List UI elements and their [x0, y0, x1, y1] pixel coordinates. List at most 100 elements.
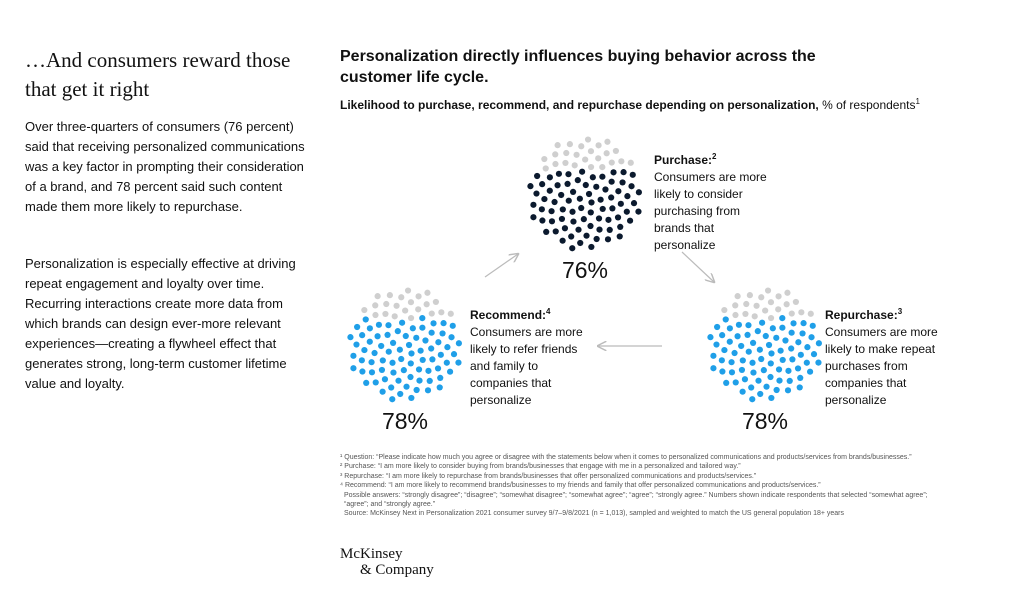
footnote-ref: 3	[897, 307, 903, 316]
dot	[574, 177, 581, 184]
dot	[408, 394, 415, 402]
dot	[759, 319, 766, 326]
dot	[758, 355, 765, 363]
dot	[719, 332, 726, 339]
footnote: ¹ Question: “Please indicate how much yo…	[340, 454, 912, 461]
dot	[437, 374, 444, 381]
dot	[548, 208, 555, 215]
dot-empty	[751, 313, 758, 320]
dot	[353, 341, 360, 348]
dot	[790, 320, 797, 327]
dot	[779, 314, 786, 322]
dot	[436, 384, 443, 391]
dot	[587, 222, 594, 230]
paragraph: Personalization is especially effective …	[25, 256, 296, 391]
dot	[385, 322, 392, 329]
dot	[455, 340, 462, 347]
dot	[389, 396, 396, 403]
dot-empty	[792, 298, 799, 306]
dot	[768, 350, 775, 357]
dot-empty	[758, 294, 765, 301]
dot	[745, 348, 752, 355]
dot	[615, 188, 622, 195]
dot-empty	[415, 306, 422, 313]
dot	[765, 341, 773, 349]
dot	[527, 183, 534, 190]
dot	[784, 387, 792, 394]
dot	[363, 379, 370, 386]
dot	[789, 356, 796, 363]
dot	[731, 349, 738, 357]
dot	[738, 366, 746, 374]
dot	[799, 330, 806, 337]
dot	[616, 233, 623, 240]
dot-empty	[775, 293, 782, 300]
dot	[815, 359, 822, 366]
logo: McKinsey & Company	[340, 546, 434, 578]
dot	[587, 209, 594, 216]
dot	[588, 243, 595, 251]
footnote: ² Purchase: “I am more likely to conside…	[340, 463, 741, 471]
dot-empty	[742, 310, 749, 318]
dot	[407, 373, 414, 381]
dot	[359, 332, 366, 339]
dot-empty	[603, 150, 610, 157]
dot-empty	[382, 310, 389, 318]
dot	[575, 226, 582, 233]
dot-empty	[721, 306, 728, 314]
dot	[389, 359, 396, 366]
dot-empty	[402, 307, 409, 314]
dot	[578, 204, 585, 212]
dot	[580, 216, 587, 223]
dot	[450, 351, 458, 358]
dot	[426, 377, 433, 385]
dot	[539, 217, 546, 224]
dot-empty	[552, 160, 559, 168]
subtitle-unit: % of respondents	[818, 98, 916, 112]
arrow	[484, 254, 518, 278]
dot-empty	[775, 306, 782, 313]
dot	[732, 379, 739, 386]
dot	[402, 332, 409, 340]
dot	[403, 383, 410, 390]
dot	[748, 384, 755, 391]
dot	[435, 339, 442, 346]
dot	[413, 334, 420, 341]
dot-empty	[584, 136, 592, 143]
dot	[379, 357, 386, 364]
dot	[358, 357, 365, 364]
footnote: ³ Repurchase: “I am more likely to repur…	[340, 472, 757, 480]
dot	[745, 322, 752, 329]
dot-empty	[404, 287, 412, 294]
dot-empty	[599, 163, 606, 171]
dot	[444, 344, 451, 351]
dot	[361, 346, 368, 354]
dot	[606, 226, 613, 234]
dot-empty	[398, 294, 405, 301]
dot	[399, 319, 406, 326]
dot	[707, 334, 714, 341]
dot	[589, 174, 596, 181]
item-label: Repurchase:3 Consumers are more likely to…	[825, 307, 945, 409]
dot	[554, 182, 561, 189]
subtitle: Likelihood to purchase, recommend, and r…	[340, 98, 920, 113]
dot	[561, 225, 569, 232]
dot-empty	[372, 311, 379, 319]
heading: …And consumers reward those that get it …	[25, 48, 291, 101]
dot	[718, 357, 725, 364]
dot-empty	[415, 293, 422, 300]
dot	[371, 349, 378, 357]
dot	[809, 322, 816, 329]
dot	[776, 377, 783, 384]
dot	[815, 340, 822, 347]
dot	[768, 394, 775, 402]
dot	[354, 323, 361, 331]
dot	[408, 350, 415, 357]
dot	[617, 200, 624, 207]
dot-empty	[627, 159, 634, 166]
dot	[419, 314, 426, 322]
dot	[767, 360, 774, 367]
dot-empty	[753, 302, 760, 309]
dot	[749, 339, 757, 346]
